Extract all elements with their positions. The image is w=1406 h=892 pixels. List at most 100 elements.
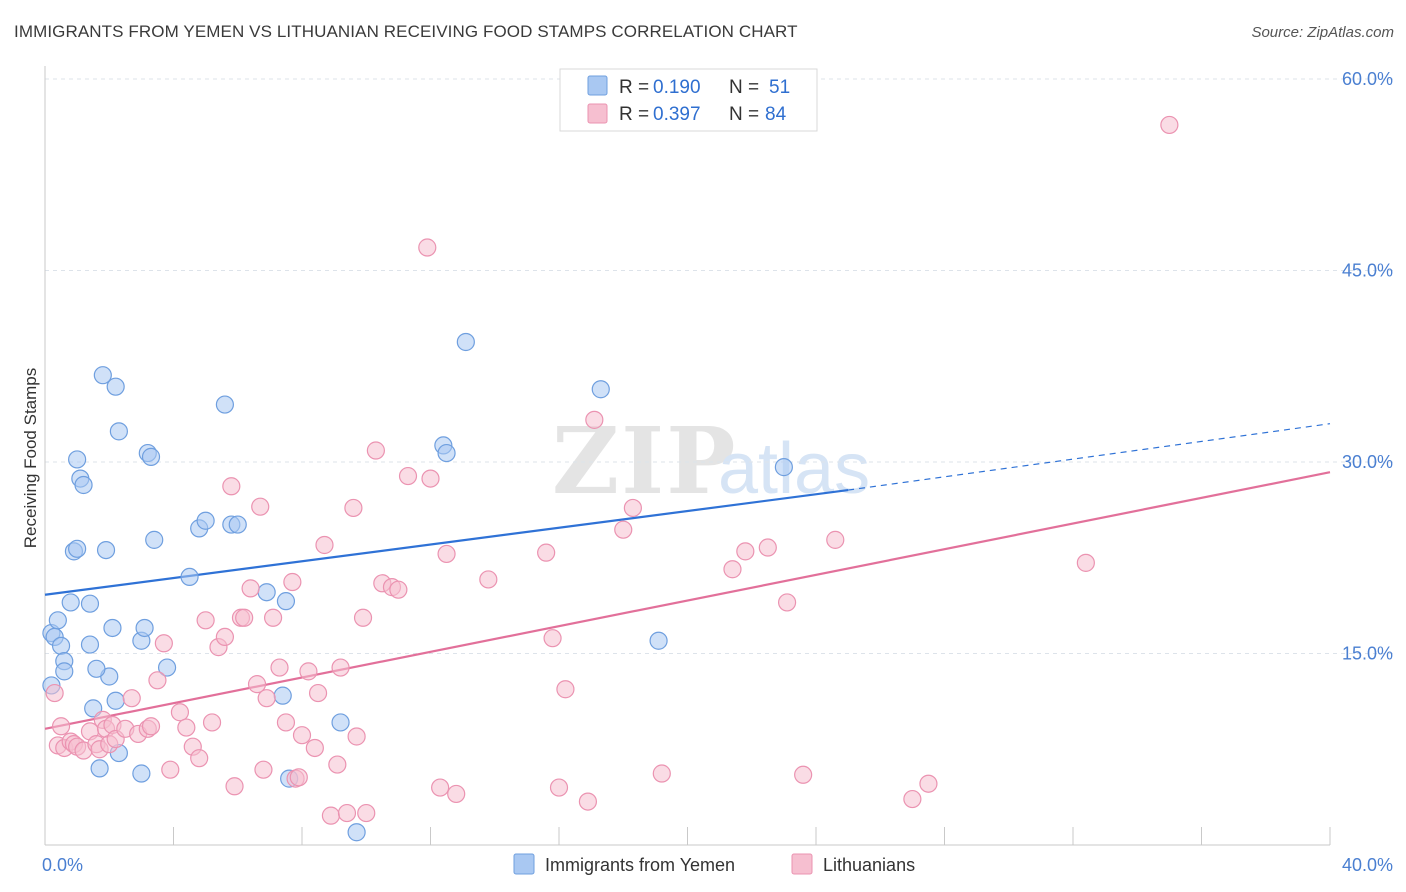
blue-point (331, 713, 350, 732)
pink-point (431, 778, 450, 797)
pink-point (585, 410, 604, 429)
blue-point (68, 539, 87, 558)
pink-point (235, 608, 254, 627)
blue-point (80, 594, 100, 613)
legend-blue-r-value: 0.190 (653, 77, 701, 98)
pink-point (148, 671, 167, 690)
pink-point (549, 778, 569, 797)
pink-point (247, 675, 267, 694)
chart-title: IMMIGRANTS FROM YEMEN VS LITHUANIAN RECE… (14, 22, 798, 41)
blue-point (109, 422, 128, 441)
blue-point (437, 443, 456, 463)
pink-point (652, 764, 671, 783)
watermark-atlas: atlas (718, 429, 870, 509)
blue-point (273, 686, 292, 705)
pink-point (537, 543, 556, 562)
watermark: ZIP atlas (552, 407, 870, 515)
pink-point (202, 713, 222, 732)
blue-point (347, 823, 366, 842)
blue-point (135, 618, 154, 638)
legend-swatch-pink (587, 103, 608, 124)
pink-point (196, 611, 215, 630)
x-tick-label: 40.0% (1342, 855, 1393, 875)
blue-trend-extension (848, 423, 1331, 491)
x-tick-label: 0.0% (42, 855, 83, 875)
blue-point (48, 611, 67, 630)
pink-point (122, 689, 141, 708)
pink-point (353, 608, 373, 627)
y-tick-label: 60.0% (1342, 69, 1393, 89)
pink-point (614, 520, 633, 539)
blue-point (87, 659, 106, 678)
pink-point (366, 441, 385, 460)
pink-point (357, 803, 376, 823)
pink-point (315, 535, 334, 555)
pink-point (418, 238, 437, 257)
pink-point (723, 560, 742, 579)
pink-point (263, 608, 283, 627)
pink-point (447, 784, 466, 804)
pink-point (177, 718, 196, 737)
pink-point (1160, 115, 1179, 135)
pink-point (283, 572, 302, 592)
pink-point (141, 717, 161, 736)
legend-blue-n-value: 51 (769, 77, 790, 98)
pink-point (45, 683, 64, 703)
pink-point (344, 498, 363, 518)
pink-point (623, 498, 642, 518)
blue-point (649, 631, 668, 650)
blue-point (80, 635, 100, 654)
pink-point (903, 789, 922, 809)
bottom-legend-blue-label: Immigrants from Yemen (545, 855, 735, 875)
pink-point (308, 683, 328, 703)
pink-point (398, 466, 418, 486)
series-legend: Immigrants from Yemen Lithuanians (513, 853, 915, 875)
bottom-legend-swatch-pink (791, 853, 813, 875)
legend-pink-n-value: 84 (765, 104, 787, 125)
pink-point (276, 713, 296, 732)
pink-point (154, 634, 173, 653)
pink-point (794, 765, 813, 784)
y-tick-label: 45.0% (1342, 261, 1393, 281)
pink-point (919, 774, 938, 793)
pink-point (51, 717, 71, 736)
pink-point (479, 570, 498, 589)
blue-trend-line (44, 488, 849, 596)
blue-point (257, 583, 276, 602)
pink-point (292, 726, 312, 745)
pink-point (161, 760, 180, 779)
pink-point (254, 760, 273, 779)
pink-point (257, 689, 276, 708)
pink-point (299, 662, 318, 681)
pink-point (1076, 553, 1095, 572)
pink-point (347, 727, 366, 746)
pink-point (777, 593, 797, 612)
blue-point (141, 447, 161, 466)
blue-point (132, 764, 151, 783)
blue-point (74, 475, 93, 495)
pink-point (305, 738, 324, 758)
bottom-legend-pink-label: Lithuanians (823, 855, 915, 875)
blue-point (180, 567, 199, 587)
blue-point (106, 691, 125, 710)
legend-blue-n-label: N = (729, 77, 759, 98)
pink-point (826, 530, 845, 549)
chart-source: Source: ZipAtlas.com (1251, 24, 1394, 41)
blue-point (145, 530, 164, 549)
pink-point (170, 703, 190, 722)
blue-point (591, 380, 610, 399)
pink-point (331, 658, 350, 677)
blue-point (61, 593, 80, 612)
blue-point (215, 395, 234, 414)
watermark-zip: ZIP (552, 407, 737, 515)
pink-point (437, 544, 456, 564)
pink-point (289, 768, 308, 787)
blue-point (106, 377, 125, 396)
pink-point (578, 792, 598, 811)
pink-point (337, 803, 357, 823)
blue-point (228, 515, 247, 534)
pink-point (222, 477, 241, 496)
pink-point (251, 497, 270, 516)
axes: 15.0% 30.0% 45.0% 60.0% 0.0% 40.0% (42, 66, 1393, 875)
pink-point (241, 579, 260, 598)
